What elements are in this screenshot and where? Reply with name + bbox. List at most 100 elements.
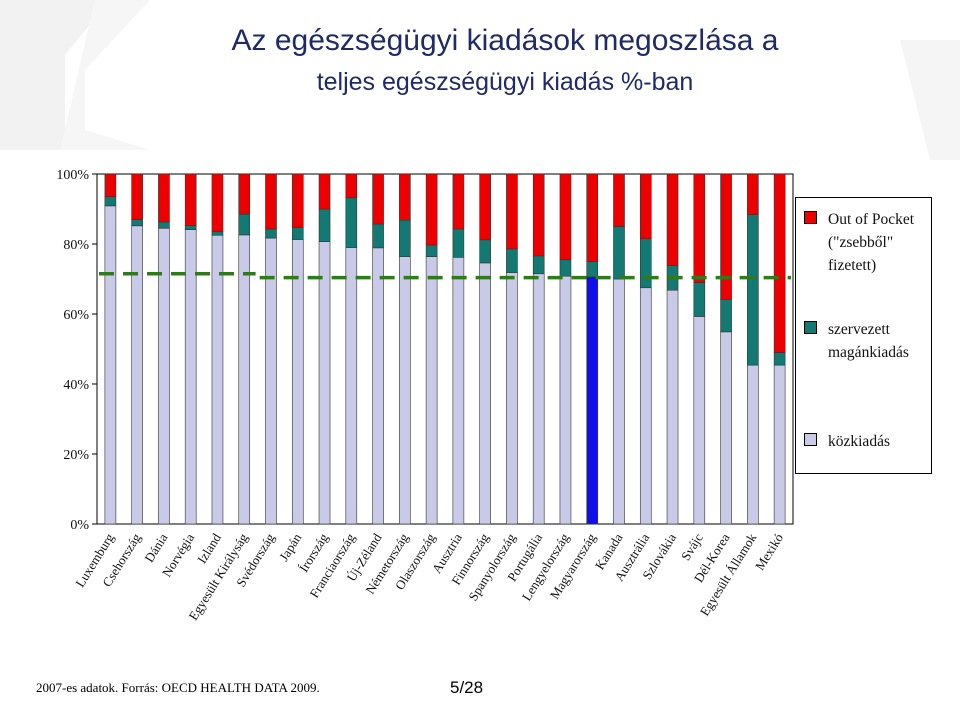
bar-public xyxy=(613,278,625,525)
bar-out-of-pocket xyxy=(238,173,251,215)
bar-public xyxy=(184,229,197,525)
chart-title-line-1: Az egészségügyi kiadások megoszlása a xyxy=(231,24,779,57)
bar-organized-private xyxy=(372,223,384,249)
bar-out-of-pocket xyxy=(479,173,491,241)
logo-shape-right xyxy=(60,0,150,150)
bar-out-of-pocket xyxy=(613,173,625,227)
bar-organized-private xyxy=(158,221,170,229)
legend-swatch-organized-private xyxy=(804,321,817,334)
bar-organized-private xyxy=(506,248,518,273)
bar-out-of-pocket xyxy=(318,173,331,210)
y-tick-label: 20% xyxy=(63,448,89,463)
bar-public xyxy=(639,287,652,525)
chart-legend: Out of Pocket ("zsebből" fizetett) szerv… xyxy=(795,197,932,474)
bar-out-of-pocket xyxy=(104,173,117,198)
bar-organized-private xyxy=(747,214,759,366)
y-tick-label: 100% xyxy=(56,168,89,183)
bar-public xyxy=(238,234,251,525)
bar-public xyxy=(479,262,491,525)
chart-title-line-2: teljes egészségügyi kiadás %-ban xyxy=(316,68,694,96)
bar-organized-private xyxy=(559,259,572,277)
legend-label-out-of-pocket: Out of Pocket ("zsebből" fizetett) xyxy=(828,211,915,274)
bar-out-of-pocket xyxy=(747,173,759,215)
bar-public xyxy=(559,275,572,525)
bar-out-of-pocket xyxy=(559,173,572,261)
page-number: 5/28 xyxy=(450,678,484,697)
bar-public xyxy=(506,272,518,525)
bar-public xyxy=(399,256,411,525)
bar-public xyxy=(372,247,384,525)
bar-public xyxy=(747,364,759,525)
bar-public xyxy=(211,234,224,525)
bar-public xyxy=(131,225,143,525)
bar-out-of-pocket xyxy=(211,173,224,233)
bar-organized-private xyxy=(265,228,277,239)
corner-chevron-decor xyxy=(900,40,960,160)
bar-public xyxy=(532,273,545,525)
bar-organized-private xyxy=(345,197,358,248)
bar-organized-private xyxy=(773,352,786,366)
bar-out-of-pocket xyxy=(666,173,679,266)
bar-organized-private xyxy=(586,261,599,278)
bar-out-of-pocket xyxy=(773,173,786,353)
bar-public xyxy=(265,237,277,525)
bar-organized-private xyxy=(452,228,465,258)
bar-organized-private xyxy=(425,244,438,257)
bar-public xyxy=(291,239,304,525)
bar-organized-private xyxy=(291,227,304,240)
bar-out-of-pocket xyxy=(693,173,706,283)
bar-out-of-pocket xyxy=(265,173,277,230)
bar-public xyxy=(693,316,706,525)
bar-out-of-pocket xyxy=(720,173,732,300)
bar-organized-private xyxy=(399,219,411,257)
bar-out-of-pocket xyxy=(425,173,438,246)
bar-organized-private xyxy=(318,208,331,242)
bar-out-of-pocket xyxy=(586,173,599,262)
y-tick-label: 60% xyxy=(63,308,89,323)
bar-public xyxy=(345,247,358,525)
bar-out-of-pocket xyxy=(345,173,358,199)
bar-out-of-pocket xyxy=(131,173,143,220)
y-tick-label: 40% xyxy=(63,378,89,393)
bar-public xyxy=(773,364,786,525)
bar-out-of-pocket xyxy=(372,173,384,225)
bar-public xyxy=(318,241,331,525)
bar-public xyxy=(666,289,679,525)
plot-area xyxy=(96,173,794,525)
bar-organized-private xyxy=(720,298,732,333)
bar-public xyxy=(425,256,438,525)
y-tick-label: 80% xyxy=(63,238,89,253)
bar-organized-private xyxy=(184,225,197,230)
bar-organized-private xyxy=(693,282,706,317)
x-tick-label: Mexikó xyxy=(752,531,786,573)
bar-organized-private xyxy=(211,231,224,236)
bar-organized-private xyxy=(532,255,545,275)
bar-out-of-pocket xyxy=(399,173,411,221)
bar-organized-private xyxy=(479,239,491,264)
bar-out-of-pocket xyxy=(532,173,545,257)
bar-out-of-pocket xyxy=(158,173,170,223)
bar-out-of-pocket xyxy=(291,173,304,228)
legend-swatch-out-of-pocket xyxy=(804,211,817,224)
bar-out-of-pocket xyxy=(639,173,652,240)
bar-public xyxy=(586,276,599,525)
bar-organized-private xyxy=(613,226,625,280)
bar-organized-private xyxy=(104,196,117,207)
bar-organized-private xyxy=(238,213,251,236)
bar-organized-private xyxy=(131,219,143,227)
logo-shape-left xyxy=(0,0,110,150)
bar-public xyxy=(452,256,465,525)
legend-label-public: közkiadás xyxy=(828,433,890,450)
bar-public xyxy=(720,331,732,525)
bar-public xyxy=(104,205,117,525)
bar-out-of-pocket xyxy=(452,173,465,230)
bar-organized-private xyxy=(639,238,652,289)
bar-out-of-pocket xyxy=(184,173,197,226)
legend-swatch-public xyxy=(804,433,817,446)
legend-label-organized-private: szervezett magánkiadás xyxy=(828,321,909,361)
bar-out-of-pocket xyxy=(506,173,518,250)
y-tick-label: 0% xyxy=(70,518,89,533)
source-note: 2007-es adatok. Forrás: OECD HEALTH DATA… xyxy=(36,680,320,695)
